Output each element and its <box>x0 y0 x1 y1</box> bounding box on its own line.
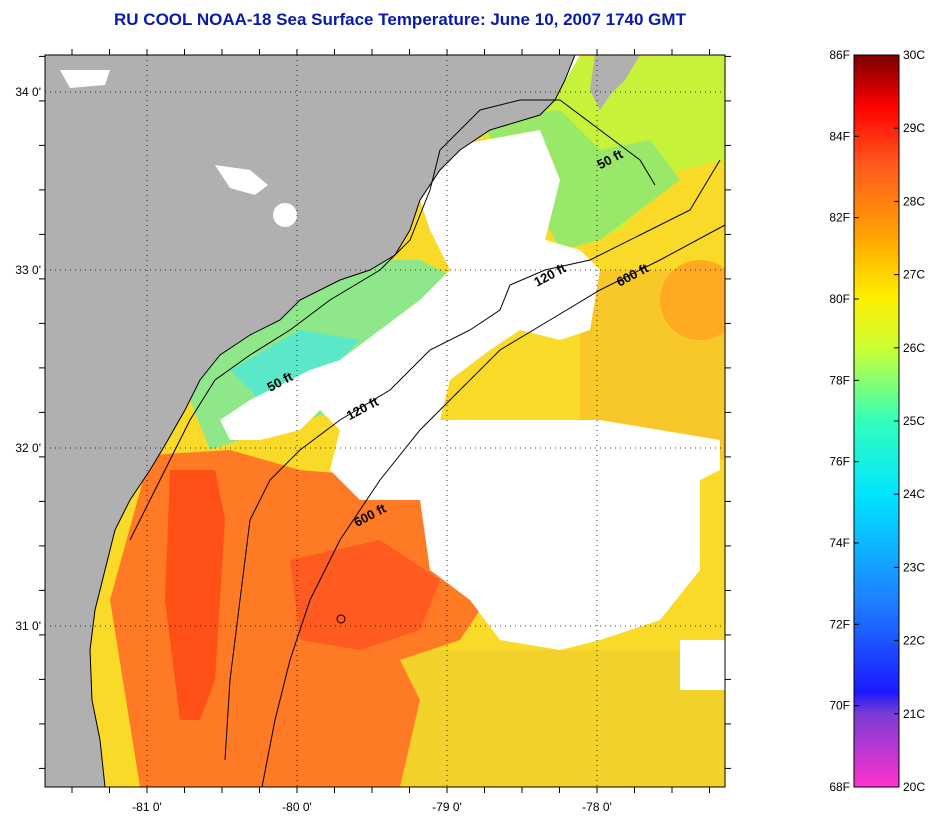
colorbar-ticks <box>854 54 899 788</box>
lon-tick-label: -78 0' <box>582 800 612 814</box>
ocean-warm-eddy <box>660 260 725 340</box>
graticule <box>45 55 725 787</box>
colorbar-celsius-label: 20C <box>903 780 925 794</box>
lat-tick-label: 33 0' <box>15 263 41 277</box>
land-ne-tip <box>590 55 640 110</box>
cloud-mask-east <box>680 640 725 690</box>
map-title: RU COOL NOAA-18 Sea Surface Temperature:… <box>114 10 686 29</box>
colorbar-celsius-labels: 30C 29C 28C 27C 26C 25C 24C 23C 22C 21C 20C <box>903 48 925 794</box>
longitude-labels: -81 0' -80 0' -79 0' -78 0' <box>132 800 612 814</box>
colorbar-celsius-label: 23C <box>903 560 925 574</box>
gulf-stream-core <box>165 470 225 720</box>
colorbar-fahrenheit-label: 70F <box>829 699 850 713</box>
colorbar-fahrenheit-labels: 86F 84F 82F 80F 78F 76F 74F 72F 70F 68F <box>829 48 850 794</box>
colorbar <box>853 54 900 788</box>
colorbar-fahrenheit-label: 72F <box>829 617 850 631</box>
colorbar-celsius-label: 24C <box>903 487 925 501</box>
colorbar-celsius-label: 29C <box>903 121 925 135</box>
lat-tick-label: 32 0' <box>15 441 41 455</box>
map-frame <box>44 54 726 788</box>
colorbar-celsius-label: 28C <box>903 194 925 208</box>
colorbar-fahrenheit-label: 78F <box>829 373 850 387</box>
colorbar-fahrenheit-label: 74F <box>829 536 850 550</box>
colorbar-fahrenheit-label: 86F <box>829 48 850 62</box>
gulf-stream-offshore-core <box>290 540 440 650</box>
lat-tick-label: 34 0' <box>15 85 41 99</box>
colorbar-celsius-label: 25C <box>903 414 925 428</box>
colorbar-fahrenheit-label: 82F <box>829 211 850 225</box>
lon-tick-label: -80 0' <box>282 800 312 814</box>
lat-tick-label: 31 0' <box>15 619 41 633</box>
latitude-labels: 34 0' 33 0' 32 0' 31 0' <box>15 85 41 633</box>
colorbar-fahrenheit-label: 68F <box>829 780 850 794</box>
colorbar-celsius-label: 30C <box>903 48 925 62</box>
shelf-cyan <box>230 330 360 400</box>
station-marker <box>336 614 346 624</box>
colorbar-fahrenheit-label: 80F <box>829 292 850 306</box>
frame-ticks <box>39 49 731 793</box>
lon-tick-label: -81 0' <box>132 800 162 814</box>
land-coast <box>45 55 575 787</box>
coastline <box>89 55 576 787</box>
land-cloud-speck <box>215 165 268 195</box>
colorbar-fahrenheit-label: 76F <box>829 455 850 469</box>
colorbar-celsius-label: 27C <box>903 268 925 282</box>
isobath-120ft <box>224 159 721 761</box>
colorbar-celsius-label: 22C <box>903 634 925 648</box>
colorbar-fahrenheit-label: 84F <box>829 129 850 143</box>
isobath-600ft <box>261 224 725 787</box>
isobath-50ft <box>129 99 656 541</box>
cloud-mask-offshore <box>220 130 720 650</box>
lon-tick-label: -79 0' <box>432 800 462 814</box>
colorbar-celsius-label: 21C <box>903 707 925 721</box>
land-cloud-speck <box>60 70 110 88</box>
colorbar-celsius-label: 26C <box>903 341 925 355</box>
land-cloud-speck <box>273 203 297 227</box>
